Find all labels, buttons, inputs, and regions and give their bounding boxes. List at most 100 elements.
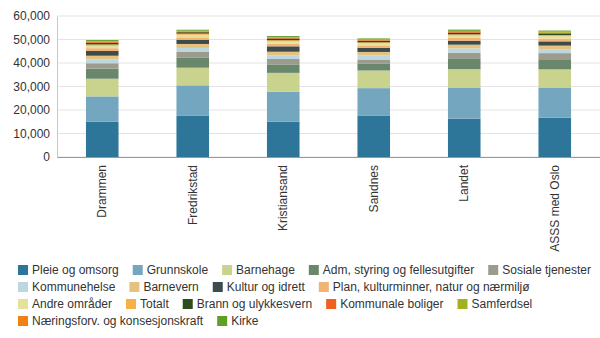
bar-segment xyxy=(176,58,209,68)
x-tick: Landet xyxy=(457,157,471,202)
legend-label: Kommunale boliger xyxy=(340,297,443,311)
bar-segment xyxy=(538,32,571,34)
bar-segment xyxy=(86,122,119,157)
legend-swatch xyxy=(222,265,232,275)
x-tick-label: Fredrikstad xyxy=(186,165,200,225)
bar-segment xyxy=(448,87,481,118)
y-tick-label: 50,000 xyxy=(13,33,50,47)
bar-segment xyxy=(357,38,390,40)
grid-line xyxy=(57,86,600,87)
bar-segment xyxy=(267,44,300,47)
legend-swatch xyxy=(183,299,193,309)
legend-label: Kommunehelse xyxy=(32,280,116,294)
bar-segment xyxy=(176,29,209,31)
bar-segment xyxy=(448,58,481,69)
bar-series xyxy=(86,68,571,97)
bar-segment xyxy=(448,41,481,45)
legend-item: Kommunale boliger xyxy=(326,297,443,311)
bar-segment xyxy=(176,37,209,39)
bar-segment xyxy=(176,30,209,31)
bar-series xyxy=(86,116,571,157)
legend-label: Andre områder xyxy=(32,297,112,311)
bar-segment xyxy=(267,64,300,72)
legend-swatch xyxy=(129,282,139,292)
y-tick: 10,000 xyxy=(13,127,57,141)
legend: Pleie og omsorgGrunnskoleBarnehageAdm, s… xyxy=(18,263,591,328)
legend-item: Adm, styring og fellesutgifter xyxy=(309,263,474,277)
bar-segment xyxy=(448,34,481,35)
bar-segment xyxy=(267,59,300,64)
bar-segment xyxy=(538,53,571,59)
bar-segment xyxy=(176,85,209,116)
bar-segment xyxy=(538,87,571,117)
bar-series xyxy=(86,35,571,48)
bar-segment xyxy=(267,36,300,38)
x-tick: Drammen xyxy=(95,157,109,218)
legend-swatch xyxy=(213,282,223,292)
bar-segment xyxy=(176,34,209,35)
bar-segment xyxy=(538,31,571,33)
bar-segment xyxy=(357,71,390,89)
bar-segment xyxy=(176,31,209,33)
legend-label: Næringsforv. og konsesjonskraft xyxy=(32,314,204,328)
bar-series xyxy=(86,30,571,42)
bar-series xyxy=(86,58,571,79)
x-tick-label: Drammen xyxy=(95,165,109,218)
legend-label: Grunnskole xyxy=(147,263,209,277)
grid-line xyxy=(57,16,600,17)
bar-segment xyxy=(357,48,390,52)
bar-segment xyxy=(267,40,300,41)
legend-swatch xyxy=(319,282,329,292)
bar-segment xyxy=(267,41,300,43)
bar-series xyxy=(86,85,571,121)
bar-segment xyxy=(267,73,300,92)
legend-item: Barnehage xyxy=(222,263,295,277)
bar-segment xyxy=(357,43,390,45)
bar-segment xyxy=(267,37,300,39)
bar-segment xyxy=(176,116,209,157)
bar-segment xyxy=(267,37,300,38)
legend-item: Næringsforv. og konsesjonskraft xyxy=(18,314,204,328)
x-tick-label: ASSS med Oslo xyxy=(548,165,562,252)
bar-segment xyxy=(267,46,300,51)
legend-swatch xyxy=(309,265,319,275)
y-tick: 40,000 xyxy=(13,56,57,70)
bar-segment xyxy=(538,49,571,53)
bar-segment xyxy=(448,53,481,59)
bar-segment xyxy=(538,46,571,50)
bar-segment xyxy=(538,31,571,32)
bar-segment xyxy=(357,63,390,70)
bar-segment xyxy=(86,56,119,60)
bar-segment xyxy=(538,69,571,87)
bar-series xyxy=(86,37,571,51)
y-tick-label: 30,000 xyxy=(13,80,50,94)
legend-label: Totalt xyxy=(140,297,169,311)
bar-segment xyxy=(86,69,119,79)
bar-segment xyxy=(86,51,119,56)
y-tick-label: 10,000 xyxy=(13,127,50,141)
grid-line xyxy=(57,157,600,158)
bar-segment xyxy=(176,52,209,58)
y-tick: 60,000 xyxy=(13,9,57,23)
legend-swatch xyxy=(126,299,136,309)
bar-segment xyxy=(357,55,390,59)
grid xyxy=(57,16,600,157)
legend-label: Adm, styring og fellesutgifter xyxy=(323,263,474,277)
bar-segment xyxy=(176,68,209,86)
bar-segment xyxy=(176,48,209,52)
grid-line xyxy=(57,63,600,64)
bar-segment xyxy=(176,35,209,38)
bar-segment xyxy=(267,39,300,41)
x-tick-label: Kristiansand xyxy=(276,165,290,231)
bar-segment xyxy=(357,45,390,47)
bar-segment xyxy=(86,63,119,68)
legend-swatch xyxy=(488,265,498,275)
bar-segment xyxy=(176,40,209,44)
bar-series xyxy=(86,44,571,60)
bar-segment xyxy=(448,38,481,41)
bar-segment xyxy=(448,30,481,31)
bar-segment xyxy=(448,69,481,87)
bar-segment xyxy=(86,48,119,51)
legend-item: Barnevern xyxy=(129,280,198,294)
x-axis: DrammenFredrikstadKristiansandSandnesLan… xyxy=(58,157,600,252)
